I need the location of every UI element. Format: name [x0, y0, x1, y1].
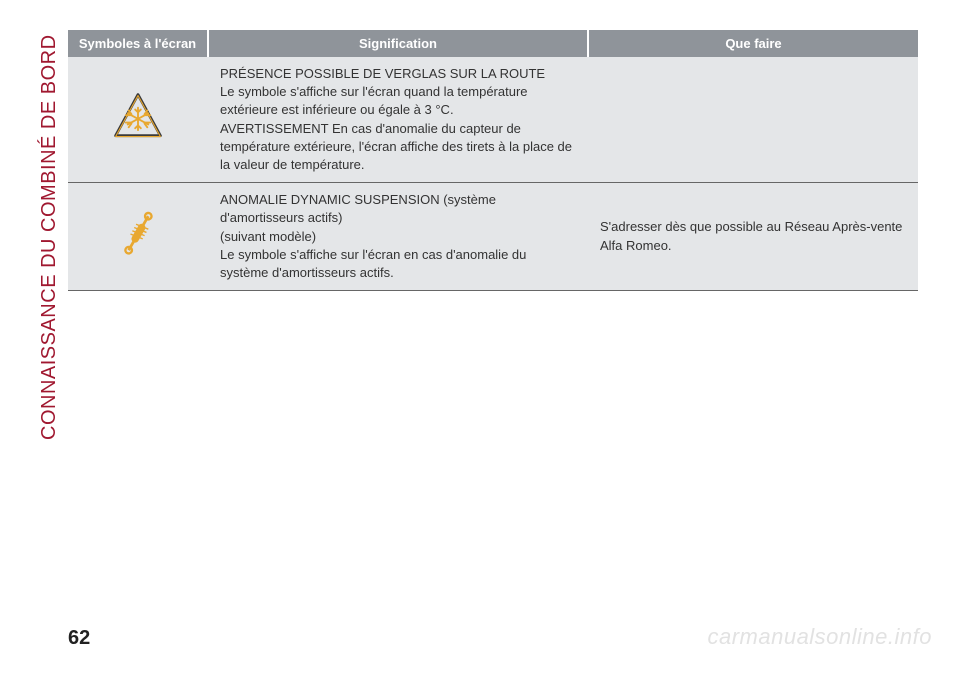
sig-body: Le symbole s'affiche sur l'écran quand l… — [220, 84, 572, 172]
sig-sub: (suivant modèle) — [220, 229, 316, 244]
signification-cell: PRÉSENCE POSSIBLE DE VERGLAS SUR LA ROUT… — [208, 57, 588, 183]
header-symbol: Symboles à l'écran — [68, 30, 208, 57]
sidebar: CONNAISSANCE DU COMBINÉ DE BORD — [20, 30, 44, 450]
table-row: ANOMALIE DYNAMIC SUSPENSION (système d'a… — [68, 183, 918, 291]
sig-body: Le symbole s'affiche sur l'écran en cas … — [220, 247, 526, 280]
table-row: PRÉSENCE POSSIBLE DE VERGLAS SUR LA ROUT… — [68, 57, 918, 183]
main-content: Symboles à l'écran Signification Que fai… — [68, 30, 918, 291]
page-number: 62 — [68, 627, 90, 650]
watermark: carmanualsonline.info — [707, 624, 932, 650]
sig-title: ANOMALIE DYNAMIC SUSPENSION (système d'a… — [220, 192, 496, 225]
sig-title: PRÉSENCE POSSIBLE DE VERGLAS SUR LA ROUT… — [220, 66, 545, 81]
symbol-cell — [68, 183, 208, 291]
action-cell: S'adresser dès que possible au Réseau Ap… — [588, 183, 918, 291]
symbols-table: Symboles à l'écran Signification Que fai… — [68, 30, 918, 291]
header-action: Que faire — [588, 30, 918, 57]
ice-warning-icon — [110, 89, 166, 145]
header-signification: Signification — [208, 30, 588, 57]
signification-cell: ANOMALIE DYNAMIC SUSPENSION (système d'a… — [208, 183, 588, 291]
symbol-cell — [68, 57, 208, 183]
action-cell — [588, 57, 918, 183]
shock-absorber-icon — [110, 206, 166, 262]
section-title: CONNAISSANCE DU COMBINÉ DE BORD — [38, 34, 61, 440]
